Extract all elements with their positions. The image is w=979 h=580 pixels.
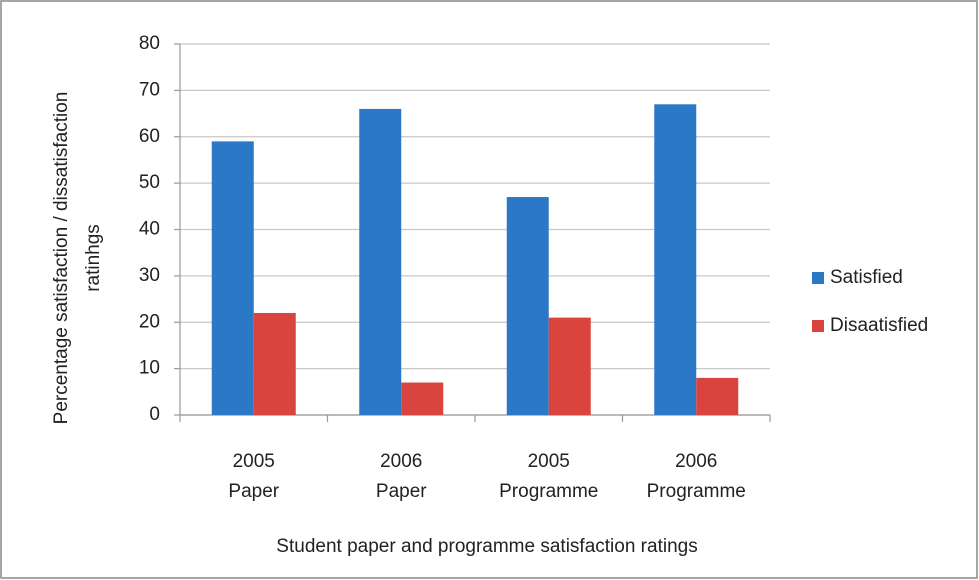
y-tick-label: 50 bbox=[139, 172, 160, 193]
bar bbox=[696, 377, 739, 415]
y-axis-label: Percentage satisfaction / dissatisfactio… bbox=[51, 92, 72, 425]
x-tick-label: 2005 bbox=[528, 451, 570, 472]
x-tick-label: Paper bbox=[376, 481, 427, 502]
y-axis-label: ratinhgs bbox=[83, 224, 104, 292]
x-tick-label: Programme bbox=[499, 481, 598, 502]
y-tick-label: 30 bbox=[139, 265, 160, 286]
bar bbox=[211, 141, 254, 415]
y-tick-label: 20 bbox=[139, 311, 160, 332]
legend-swatch bbox=[812, 320, 824, 332]
y-tick-label: 60 bbox=[139, 126, 160, 147]
x-tick-label: 2006 bbox=[675, 451, 717, 472]
bar bbox=[654, 104, 697, 415]
x-tick-label: 2005 bbox=[233, 451, 275, 472]
y-tick-label: 40 bbox=[139, 219, 160, 240]
x-tick-label: Programme bbox=[647, 481, 746, 502]
legend-label: Satisfied bbox=[830, 267, 903, 288]
bar bbox=[253, 312, 296, 415]
x-tick-label: Paper bbox=[228, 481, 279, 502]
y-tick-label: 0 bbox=[149, 404, 160, 425]
legend-swatch bbox=[812, 272, 824, 284]
bar bbox=[359, 108, 402, 416]
y-tick-label: 10 bbox=[139, 358, 160, 379]
y-tick-label: 70 bbox=[139, 79, 160, 100]
bar bbox=[548, 317, 591, 415]
bar bbox=[506, 197, 549, 415]
y-tick-label: 80 bbox=[139, 33, 160, 54]
legend-label: Disaatisfied bbox=[830, 315, 928, 336]
x-axis-label: Student paper and programme satisfaction… bbox=[276, 536, 697, 557]
bar bbox=[401, 382, 444, 415]
x-tick-label: 2006 bbox=[380, 451, 422, 472]
